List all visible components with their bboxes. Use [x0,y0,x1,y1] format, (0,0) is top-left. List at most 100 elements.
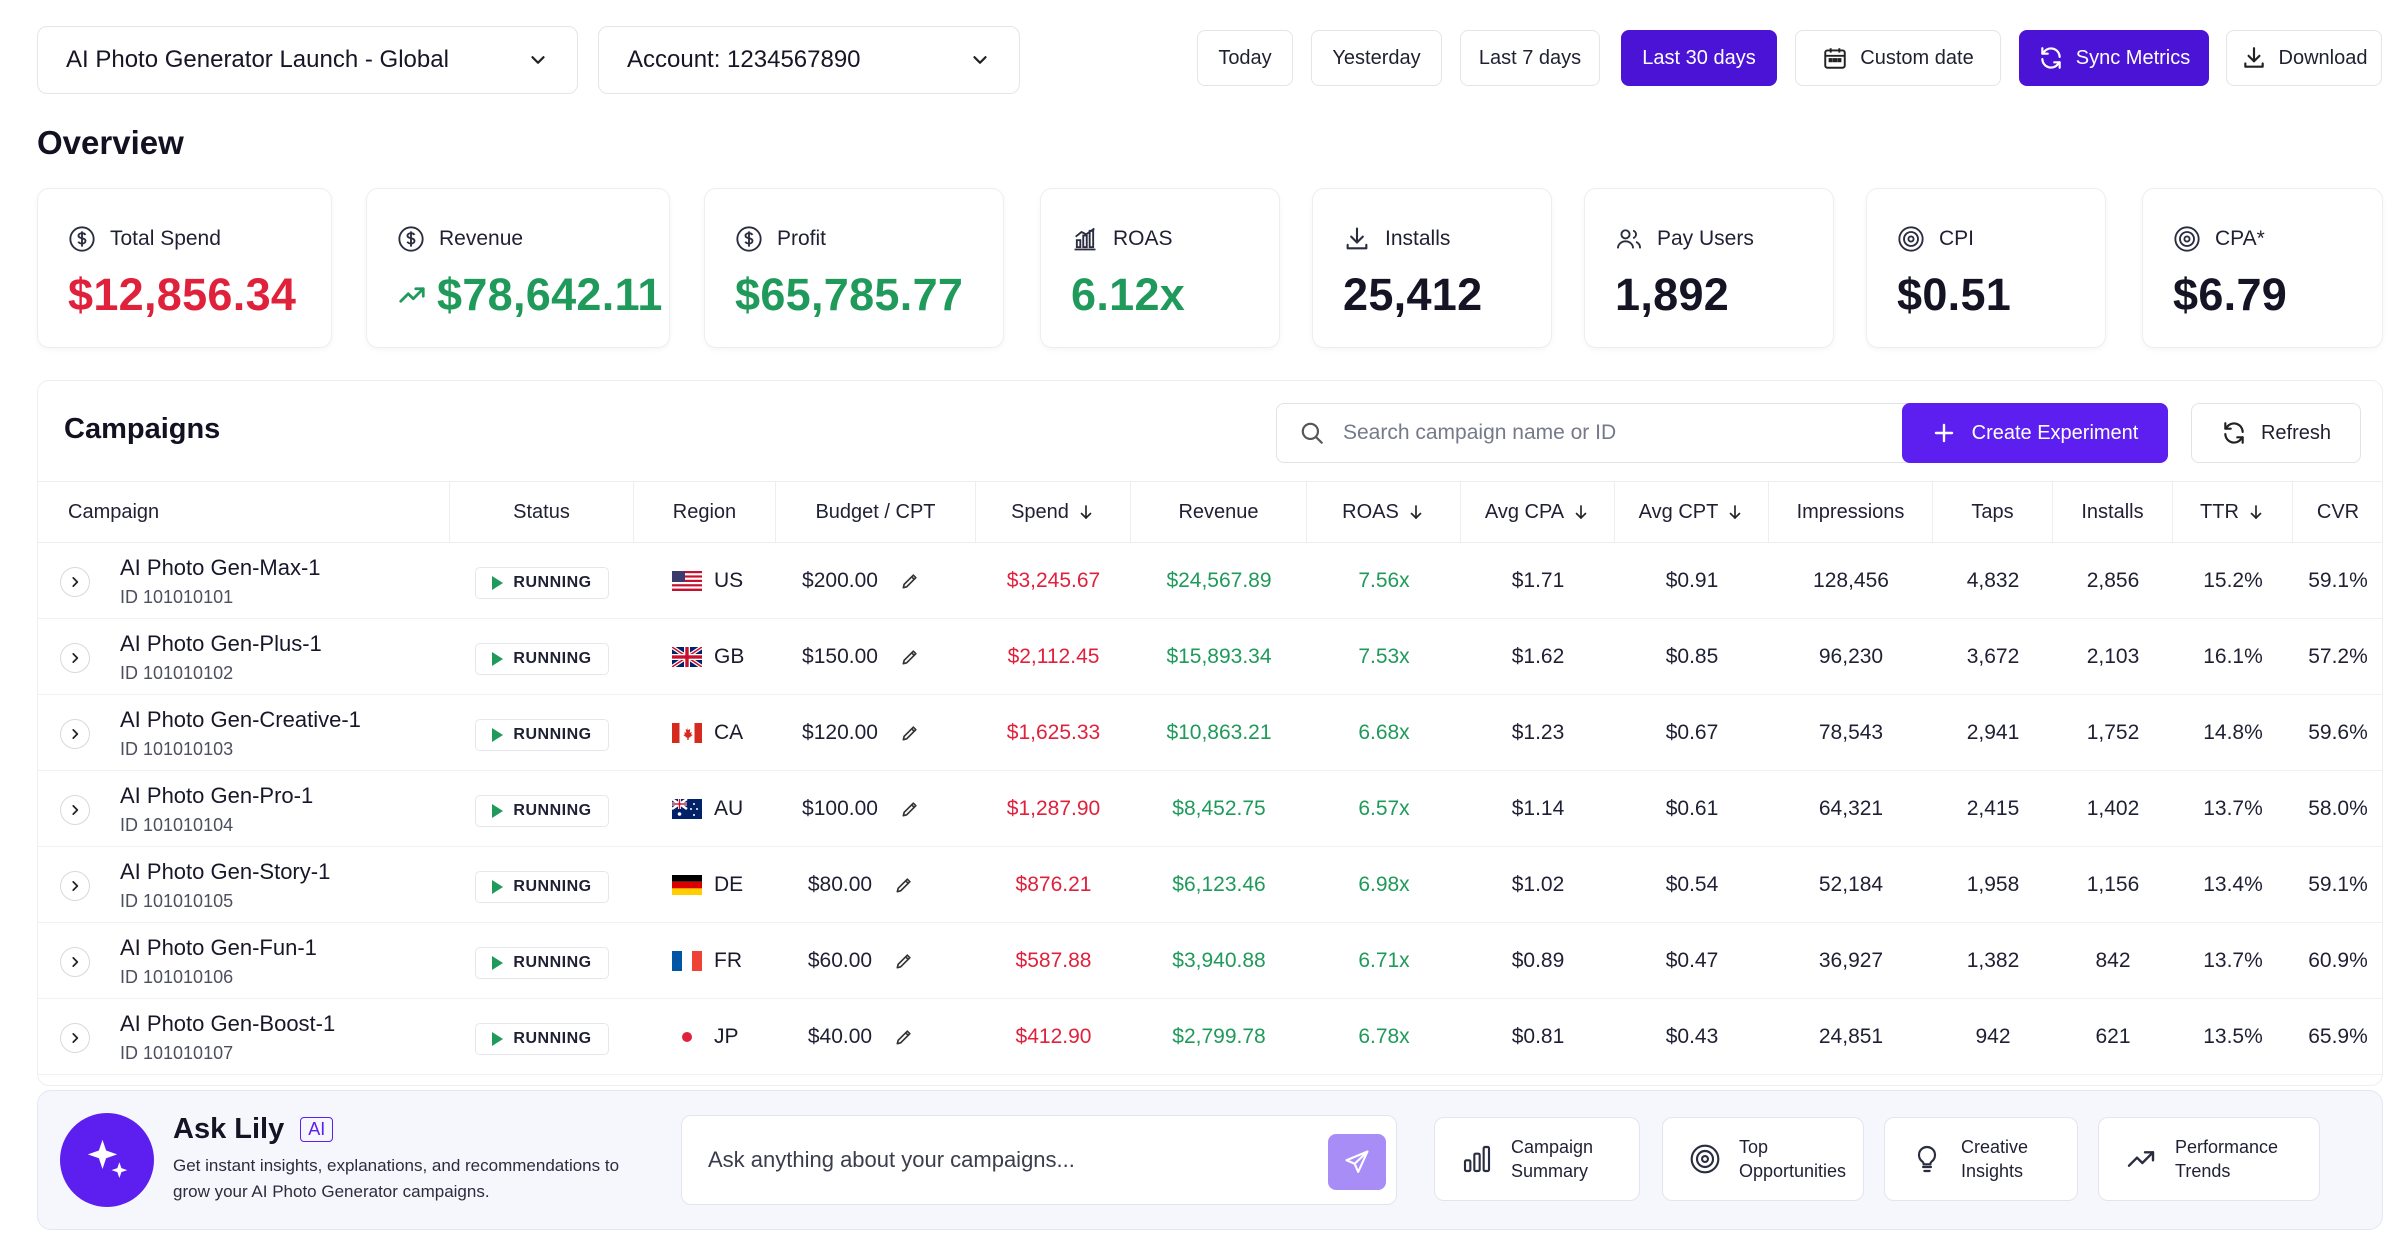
column-header-status[interactable]: Status [450,482,634,542]
campaign-name[interactable]: AI Photo Gen-Pro-1 [120,783,314,808]
column-header-avg-cpt[interactable]: Avg CPT [1615,482,1769,542]
column-header-spend[interactable]: Spend [976,482,1131,542]
pencil-icon[interactable] [900,799,920,819]
quick-action-creative-insights[interactable]: Creative Insights [1884,1117,2078,1201]
column-header-ttr[interactable]: TTR [2173,482,2293,542]
ask-lily-input[interactable] [708,1142,1268,1178]
column-header-cvr[interactable]: CVR [2293,482,2382,542]
budget-value: $100.00 [802,797,878,820]
installs-cell: 2,856 [2086,569,2140,592]
campaign-name[interactable]: AI Photo Gen-Boost-1 [120,1011,336,1036]
column-header-taps[interactable]: Taps [1933,482,2053,542]
table-row[interactable]: AI Photo Gen-Creative-1 ID 101010103 RUNNI… [38,695,2382,771]
spend-cell: $587.88 [1015,949,1092,972]
trend-up-icon [2127,1151,2155,1167]
date-range-label: Last 7 days [1478,46,1582,69]
campaign-name[interactable]: AI Photo Gen-Max-1 [120,555,321,580]
table-row[interactable]: AI Photo Gen-Fun-1 ID 101010106 RUNNING FR $… [38,923,2382,999]
date-range-last-30-days-button[interactable]: Last 30 days [1621,30,1777,86]
table-row[interactable]: AI Photo Gen-Story-1 ID 101010105 RUNNING D… [38,847,2382,923]
expand-row-button[interactable] [60,643,90,673]
quick-action-performance-trends[interactable]: Performance Trends [2098,1117,2320,1201]
date-range-today-button[interactable]: Today [1197,30,1293,86]
pencil-icon[interactable] [900,571,920,591]
pencil-icon[interactable] [900,647,920,667]
sync-metrics-label: Sync Metrics [2075,46,2191,69]
expand-row-button[interactable] [60,567,90,597]
status-badge: RUNNING [475,643,609,675]
table-row[interactable]: AI Photo Gen-Plus-1 ID 101010102 RUNNING GB… [38,619,2382,695]
expand-row-button[interactable] [60,1023,90,1053]
column-header-avg-cpa[interactable]: Avg CPA [1461,482,1615,542]
ttr-cell: 13.4% [2203,873,2263,896]
play-icon [492,1032,504,1046]
column-header-campaign[interactable]: Campaign [38,482,450,542]
kpi-value: 6.12x [1071,269,1186,320]
cvr-cell: 59.1% [2308,569,2368,592]
expand-row-button[interactable] [60,719,90,749]
pencil-icon[interactable] [894,1027,914,1047]
campaign-name[interactable]: AI Photo Gen-Creative-1 [120,707,361,732]
region-code: AU [714,797,744,820]
table-row[interactable]: AI Photo Gen-Pro-1 ID 101010104 RUNNING AU $… [38,771,2382,847]
ttr-cell: 15.2% [2203,569,2263,592]
region-cell: FR [672,923,742,999]
pencil-icon[interactable] [894,875,914,895]
pencil-icon[interactable] [900,723,920,743]
pencil-icon[interactable] [894,951,914,971]
campaign-name[interactable]: AI Photo Gen-Fun-1 [120,935,317,960]
send-button[interactable] [1328,1134,1386,1190]
cpa-cell: $0.81 [1511,1025,1565,1048]
revenue-cell: $8,452.75 [1172,797,1266,820]
kpi-card-roas: ROAS 6.12x [1040,188,1280,348]
calendar-icon [1824,48,1847,69]
campaign-search-input[interactable] [1343,421,1883,445]
sort-down-icon [1730,505,1741,520]
download-button[interactable]: Download [2226,30,2382,86]
kpi-label: CPA* [2215,227,2265,250]
column-header-roas[interactable]: ROAS [1307,482,1461,542]
cpt-cell: $0.85 [1665,645,1719,668]
roas-cell: 6.57x [1358,797,1410,820]
refresh-button[interactable]: Refresh [2191,403,2361,463]
custom-date-button[interactable]: Custom date [1795,30,2001,86]
sync-metrics-button[interactable]: Sync Metrics [2019,30,2209,86]
column-header-revenue[interactable]: Revenue [1131,482,1307,542]
date-range-last-7-days-button[interactable]: Last 7 days [1460,30,1600,86]
expand-row-button[interactable] [60,795,90,825]
kpi-value: $78,642.11 [437,269,663,320]
campaign-search[interactable] [1276,403,1920,463]
column-header-region[interactable]: Region [634,482,776,542]
play-icon [492,652,504,666]
column-label: TTR [2200,500,2239,523]
ask-lily-input-box[interactable] [681,1115,1397,1205]
cpa-cell: $1.14 [1511,797,1565,820]
taps-cell: 4,832 [1966,569,2020,592]
revenue-cell: $3,940.88 [1172,949,1266,972]
region-cell: DE [672,847,743,923]
create-experiment-button[interactable]: Create Experiment [1902,403,2168,463]
quick-action-top-opportunities[interactable]: Top Opportunities [1662,1117,1864,1201]
date-range-yesterday-button[interactable]: Yesterday [1311,30,1442,86]
impressions-cell: 24,851 [1818,1025,1884,1048]
table-row[interactable]: AI Photo Gen-Max-1 ID 101010101 RUNNING US $… [38,543,2382,619]
campaign-name[interactable]: AI Photo Gen-Plus-1 [120,631,322,656]
column-header-impressions[interactable]: Impressions [1769,482,1933,542]
budget-cell: $80.00 [776,847,946,923]
campaign-name[interactable]: AI Photo Gen-Story-1 [120,859,331,884]
ask-lily-heading: Ask Lily [173,1113,285,1145]
table-row[interactable]: AI Photo Gen-Boost-1 ID 101010107 RUNNING J… [38,999,2382,1075]
campaign-select[interactable]: AI Photo Generator Launch - Global [37,26,578,94]
chevron-down-icon [531,56,545,64]
revenue-cell: $2,799.78 [1172,1025,1266,1048]
expand-row-button[interactable] [60,947,90,977]
expand-row-button[interactable] [60,871,90,901]
region-cell: US [672,543,743,619]
quick-action-campaign-summary[interactable]: Campaign Summary [1434,1117,1640,1201]
column-header-budget-cpt[interactable]: Budget / CPT [776,482,976,542]
account-select[interactable]: Account: 1234567890 [598,26,1020,94]
column-header-installs[interactable]: Installs [2053,482,2173,542]
cpa-cell: $1.71 [1511,569,1565,592]
column-label: Avg CPA [1484,500,1565,523]
region-code: CA [714,721,744,744]
